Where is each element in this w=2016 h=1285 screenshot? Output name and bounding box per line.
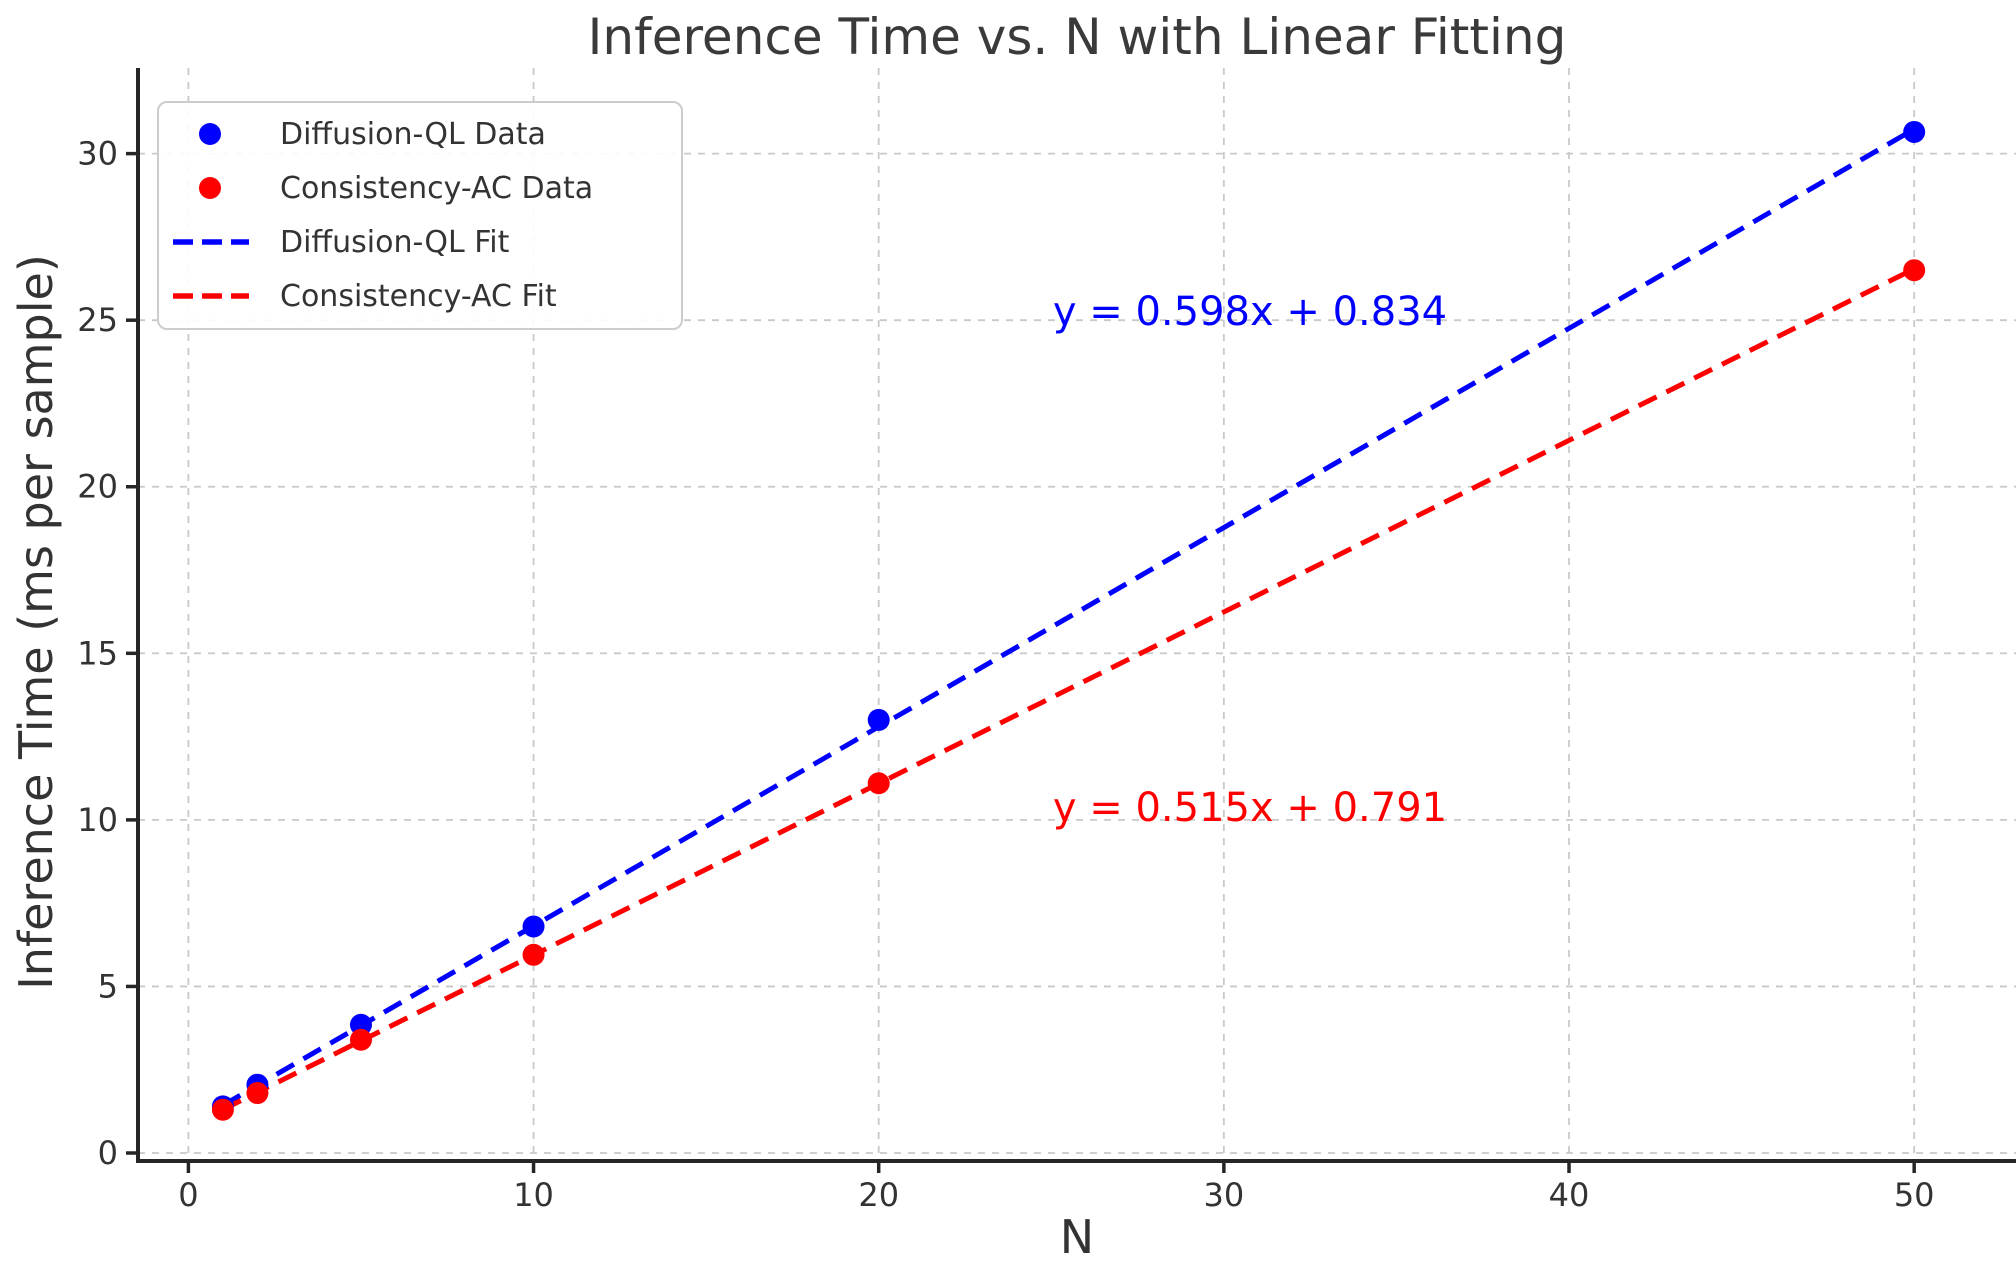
y-axis-label: Inference Time (ms per sample) — [9, 254, 63, 990]
x-tick-label: 30 — [1204, 1176, 1245, 1214]
legend-dash-icon — [173, 239, 249, 245]
y-tick-label: 0 — [98, 1134, 118, 1172]
consistency-ac-data-point — [246, 1082, 269, 1105]
x-tick-label: 0 — [178, 1176, 198, 1214]
y-tick-label: 30 — [77, 135, 118, 173]
consistency-ac-data-point — [867, 772, 890, 795]
consistency-ac-data-point — [349, 1028, 372, 1051]
legend-item-consistency-ac-fit: Consistency-AC Fit — [159, 269, 681, 323]
x-axis-label: N — [1059, 1210, 1095, 1264]
diffusion-ql-data-point — [522, 915, 545, 938]
x-tick-label: 40 — [1549, 1176, 1590, 1214]
annotation-diffusion-ql-fit-equation: y = 0.598x + 0.834 — [1052, 289, 1448, 335]
legend-label: Consistency-AC Fit — [280, 278, 557, 314]
x-tick-label: 10 — [513, 1176, 554, 1214]
legend: Diffusion-QL Data Consistency-AC Data Diff… — [157, 101, 683, 330]
legend-label: Consistency-AC Data — [280, 170, 594, 206]
y-tick-label: 10 — [77, 801, 118, 839]
legend-dash-icon — [173, 293, 249, 299]
legend-item-consistency-ac-data: Consistency-AC Data — [159, 161, 681, 215]
consistency-ac-data-point — [211, 1098, 234, 1121]
y-tick-label: 20 — [77, 468, 118, 506]
legend-item-diffusion-ql-fit: Diffusion-QL Fit — [159, 215, 681, 269]
x-tick-label: 50 — [1894, 1176, 1935, 1214]
diffusion-ql-data-point — [1903, 120, 1926, 143]
legend-item-diffusion-ql-data: Diffusion-QL Data — [159, 107, 681, 161]
diffusion-ql-fit-line — [221, 126, 1916, 1108]
legend-dot-icon — [199, 177, 221, 199]
consistency-ac-fit-line — [221, 266, 1916, 1112]
consistency-ac-data-point — [522, 943, 545, 966]
chart-title: Inference Time vs. N with Linear Fitting — [587, 8, 1567, 66]
legend-label: Diffusion-QL Data — [280, 116, 546, 152]
legend-dot-icon — [199, 123, 221, 145]
x-tick-label: 20 — [858, 1176, 899, 1214]
consistency-ac-data-point — [1903, 259, 1926, 282]
diffusion-ql-data-point — [867, 708, 890, 731]
y-tick-label: 15 — [77, 634, 118, 672]
legend-label: Diffusion-QL Fit — [280, 224, 510, 260]
y-tick-label: 5 — [98, 967, 118, 1005]
y-tick-label: 25 — [77, 301, 118, 339]
annotation-consistency-ac-fit-equation: y = 0.515x + 0.791 — [1052, 785, 1448, 831]
